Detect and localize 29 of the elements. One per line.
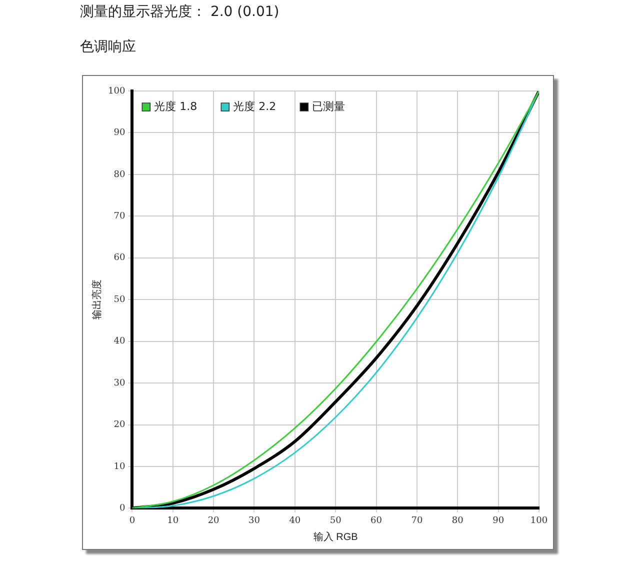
y-tick-label: 80 bbox=[114, 170, 126, 180]
x-tick-label: 10 bbox=[167, 516, 179, 526]
chart-title: 测量的显示器光度： 2.0 (0.01) bbox=[80, 3, 280, 21]
x-tick-label: 0 bbox=[129, 516, 136, 526]
y-tick-label: 60 bbox=[114, 253, 126, 264]
y-tick-label: 70 bbox=[114, 212, 126, 222]
y-tick-label: 10 bbox=[114, 462, 126, 472]
y-tick-label: 20 bbox=[114, 420, 126, 430]
x-tick-label: 30 bbox=[248, 516, 260, 526]
y-tick-label: 0 bbox=[119, 504, 126, 514]
y-axis-title: 输出亮度 bbox=[90, 280, 103, 320]
x-tick-label: 20 bbox=[208, 516, 220, 526]
x-tick-label: 60 bbox=[370, 516, 382, 526]
x-tick-label: 40 bbox=[289, 516, 301, 526]
y-tick-label: 90 bbox=[114, 128, 126, 138]
x-tick-label: 80 bbox=[452, 516, 464, 526]
x-axis-title: 输入 RGB bbox=[313, 530, 358, 543]
legend-label: 光度 2.2 bbox=[233, 100, 276, 113]
legend-label: 光度 1.8 bbox=[154, 100, 198, 113]
y-tick-label: 40 bbox=[114, 336, 126, 347]
y-tick-label: 30 bbox=[114, 378, 126, 388]
chart-subtitle: 色调响应 bbox=[80, 38, 136, 56]
x-tick-label: 90 bbox=[492, 516, 504, 526]
y-tick-label: 50 bbox=[114, 294, 126, 305]
x-tick-label: 70 bbox=[411, 516, 423, 526]
legend-label: 已测量 bbox=[312, 100, 346, 113]
x-tick-label: 50 bbox=[330, 516, 342, 526]
y-tick-label: 100 bbox=[108, 86, 126, 96]
x-tick-label: 100 bbox=[530, 516, 548, 526]
